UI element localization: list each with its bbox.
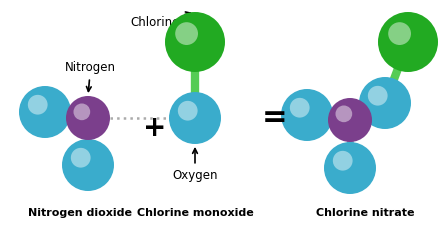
Circle shape <box>62 139 114 191</box>
Text: Chlorine: Chlorine <box>130 12 190 28</box>
Circle shape <box>175 22 198 45</box>
Circle shape <box>359 77 411 129</box>
Text: =: = <box>262 104 288 133</box>
Text: Nitrogen: Nitrogen <box>65 62 116 91</box>
Circle shape <box>378 12 438 72</box>
Text: Chlorine monoxide: Chlorine monoxide <box>136 208 253 218</box>
Circle shape <box>74 104 90 120</box>
Circle shape <box>66 96 110 140</box>
Text: Oxygen: Oxygen <box>172 149 218 182</box>
Circle shape <box>333 151 353 171</box>
Text: Chlorine nitrate: Chlorine nitrate <box>316 208 414 218</box>
Circle shape <box>165 12 225 72</box>
Circle shape <box>328 98 372 142</box>
Circle shape <box>335 106 352 122</box>
Circle shape <box>71 148 91 168</box>
Circle shape <box>290 98 310 118</box>
Circle shape <box>368 86 388 106</box>
Circle shape <box>28 95 47 114</box>
Text: +: + <box>144 114 167 142</box>
Circle shape <box>388 22 411 45</box>
Circle shape <box>178 101 198 121</box>
Text: Nitrogen dioxide: Nitrogen dioxide <box>28 208 132 218</box>
Circle shape <box>281 89 333 141</box>
Circle shape <box>324 142 376 194</box>
Circle shape <box>169 92 221 144</box>
Circle shape <box>19 86 71 138</box>
